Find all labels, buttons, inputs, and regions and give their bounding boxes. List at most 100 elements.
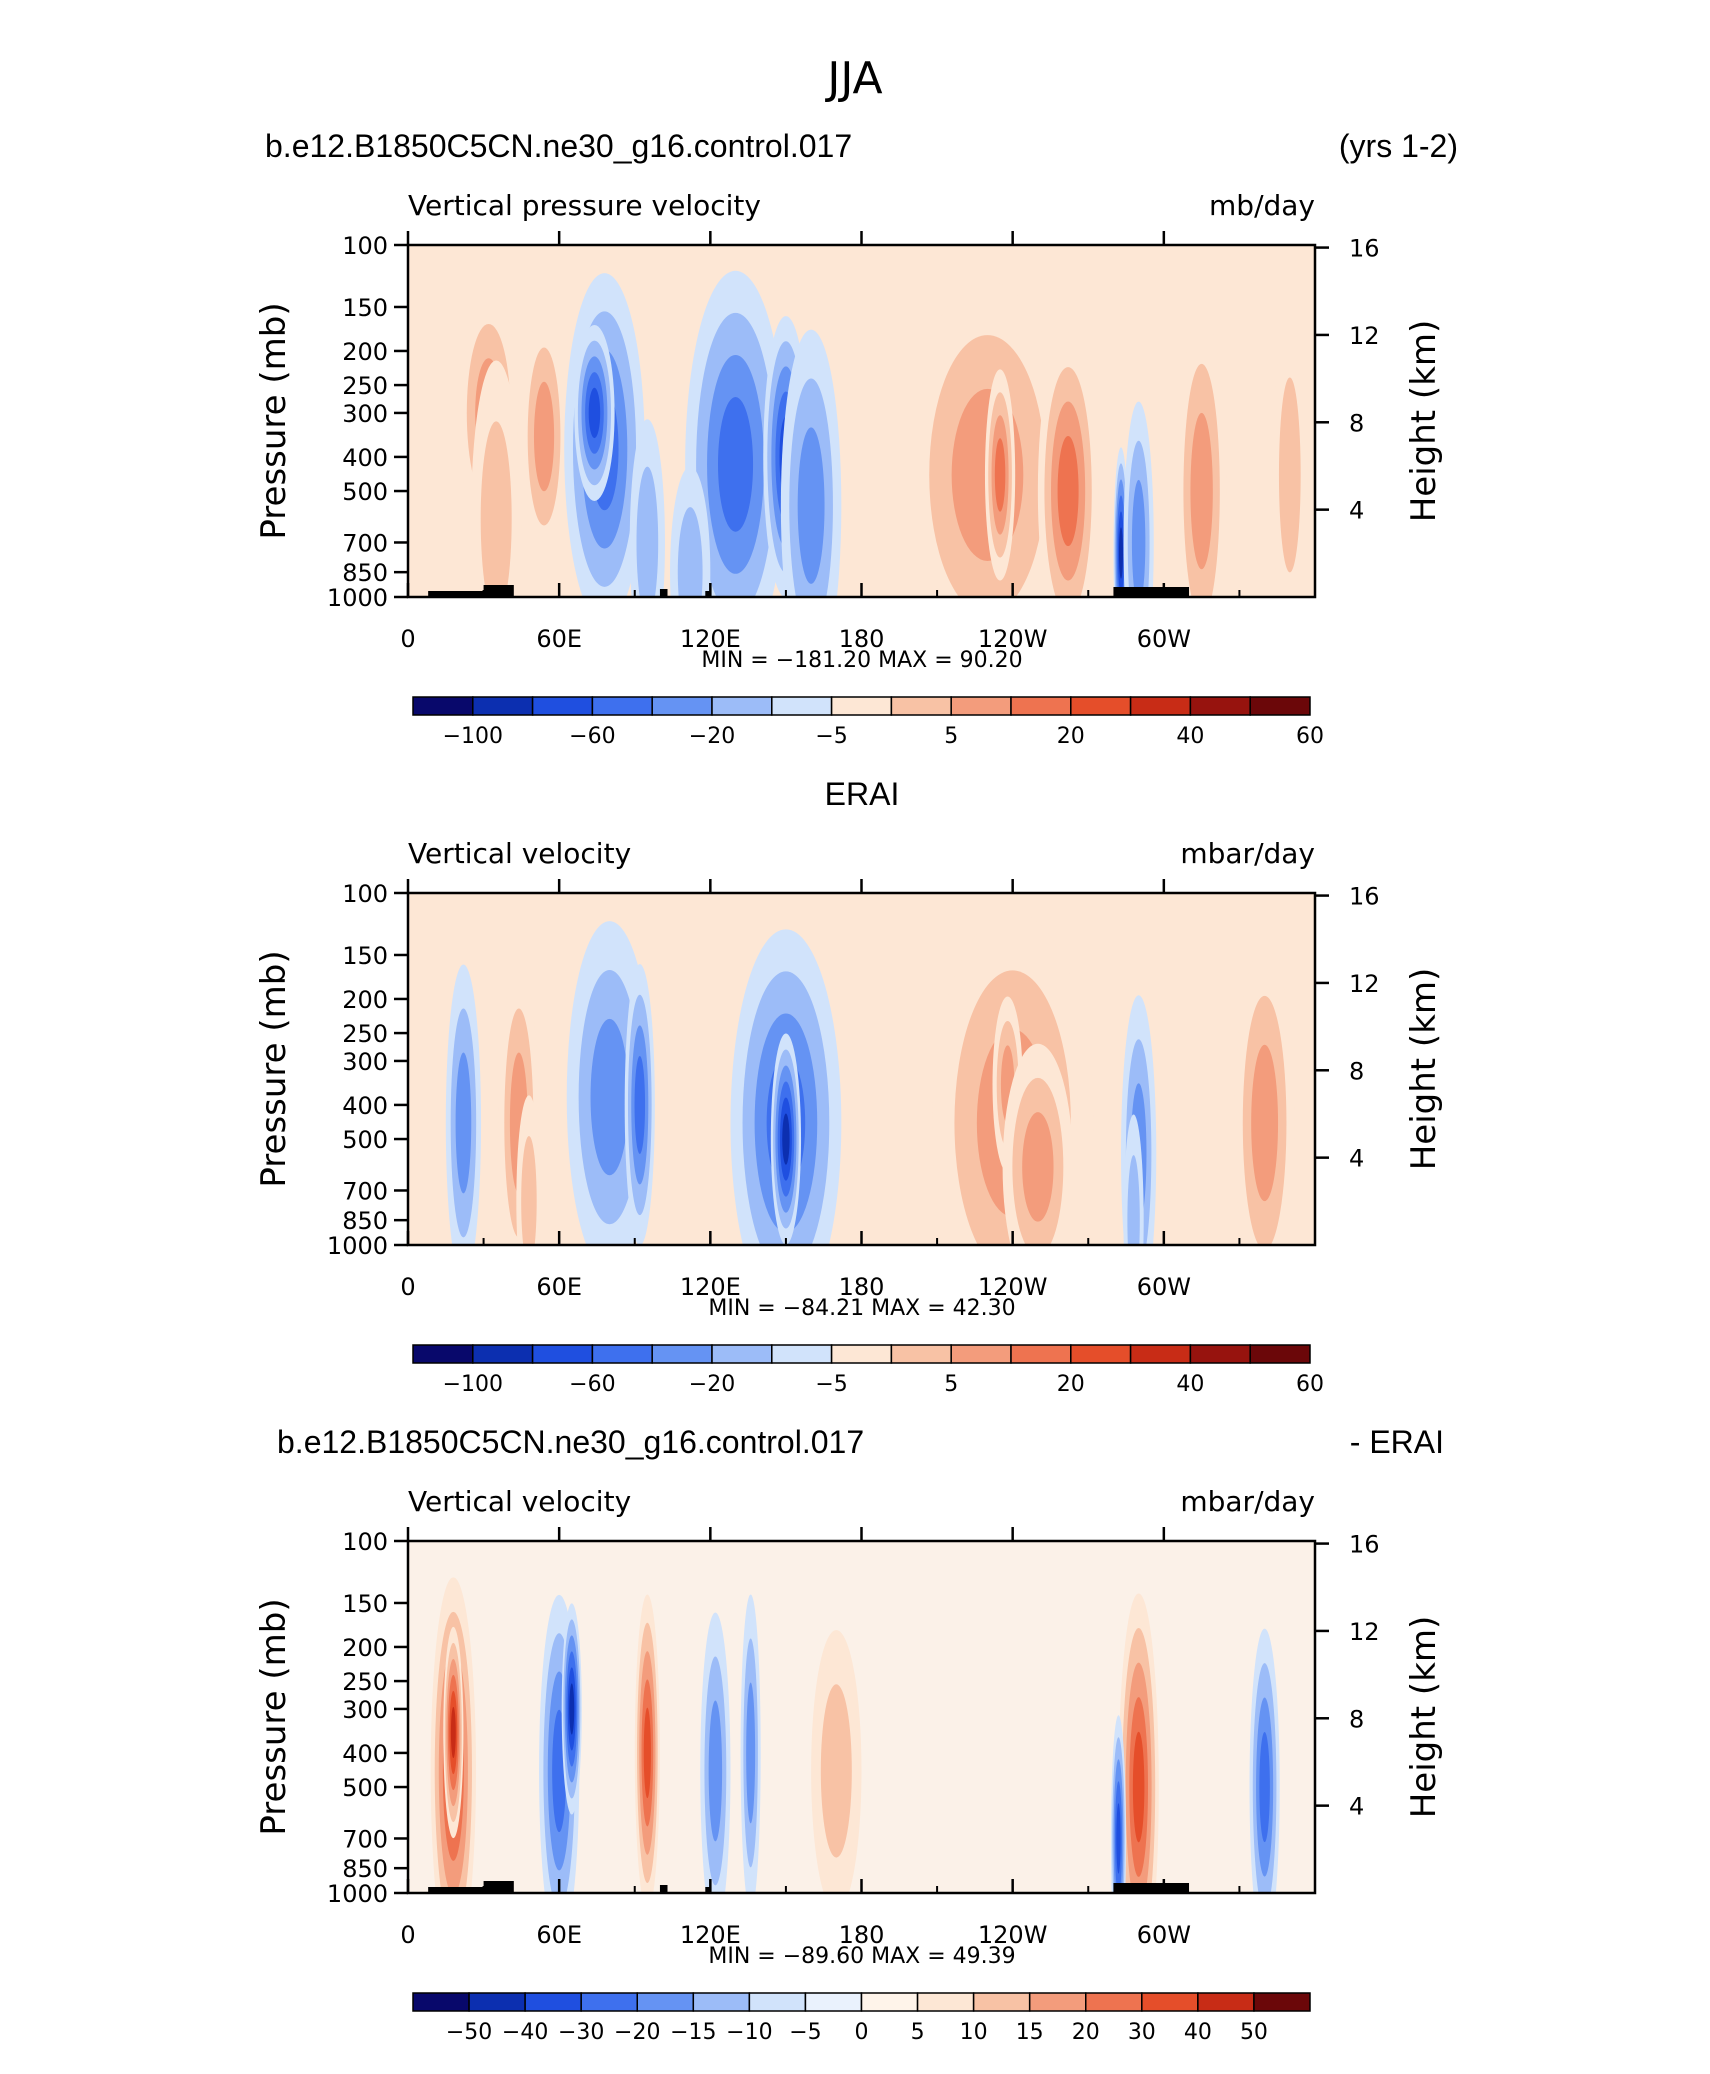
colorbar-box [524, 1992, 582, 2012]
colorbar-box [804, 1992, 863, 2012]
colorbar-box [1249, 696, 1311, 716]
y-tick-label: 700 [342, 1825, 388, 1853]
colorbar-box [916, 1992, 975, 2012]
contour-feature [1190, 412, 1213, 570]
colorbar-box [412, 696, 474, 716]
x-tick-label: 180 [839, 1921, 885, 1949]
colorbar-box [636, 1992, 695, 2012]
contour-feature [1251, 1044, 1279, 1202]
colorbar-box [412, 1992, 470, 2012]
contour-feature [708, 1700, 723, 1842]
colorbar-label: 60 [1296, 1372, 1324, 1397]
x-tick-label: 0 [400, 1273, 415, 1301]
colorbar-box [531, 696, 594, 716]
x-tick-label: 0 [400, 625, 415, 653]
colorbar-label: 40 [1176, 1372, 1204, 1397]
colorbar-box [860, 1992, 919, 2012]
x-tick-label: 0 [400, 1921, 415, 1949]
colorbar-box [1028, 1992, 1087, 2012]
colorbar-label: 5 [944, 1372, 958, 1397]
colorbar-label: 50 [1240, 2020, 1268, 2045]
x-tick-label: 60E [536, 625, 582, 653]
topography [428, 1887, 497, 1893]
colorbar-label: 40 [1176, 724, 1204, 749]
colorbar-label: 20 [1057, 724, 1085, 749]
y-axis-label: Pressure (mb) [254, 302, 294, 539]
colorbar-box [890, 1344, 952, 1364]
y-tick-label: 300 [342, 400, 388, 428]
colorbar-label: 40 [1184, 2020, 1212, 2045]
colorbar-box [1010, 1344, 1072, 1364]
x-tick-label: 60E [536, 1273, 582, 1301]
topography [659, 589, 668, 597]
colorbar-box [1189, 1344, 1251, 1364]
colorbar-label: 5 [911, 2020, 925, 2045]
contour-feature [1119, 527, 1124, 579]
contour-feature [588, 387, 601, 439]
colorbar-box [651, 696, 713, 716]
contour-feature [480, 421, 512, 597]
y-tick-label: 150 [342, 942, 388, 970]
topography [705, 591, 711, 597]
y-tick-label: 300 [342, 1696, 388, 1724]
colorbar-box [972, 1992, 1031, 2012]
contour-feature [1259, 1731, 1270, 1843]
y-right-tick-label: 8 [1349, 409, 1364, 437]
colorbar-box [1129, 696, 1192, 716]
variable-label: Vertical velocity [408, 1485, 631, 1518]
contour-feature [590, 1018, 629, 1176]
colorbar-label: −40 [502, 2020, 548, 2045]
y-tick-label: 850 [342, 1207, 388, 1235]
colorbar-box [472, 696, 534, 716]
contour-feature [569, 1683, 575, 1735]
colorbar-box [651, 1344, 713, 1364]
y-right-axis-label: Height (km) [1404, 320, 1444, 523]
x-tick-label: 60W [1137, 625, 1191, 653]
y-tick-label: 400 [342, 444, 388, 472]
x-tick-label: 120W [978, 625, 1048, 653]
colorbar-box [591, 696, 653, 716]
contour-feature [1116, 1803, 1121, 1874]
panel-3: b.e12.B1850C5CN.ne30_g16.control.017 - ER… [254, 1424, 1444, 2045]
colorbar-label: −100 [443, 1372, 503, 1397]
colorbar-box [890, 696, 952, 716]
colorbar-box [950, 1344, 1012, 1364]
colorbar-label: −20 [614, 2020, 660, 2045]
colorbar-box [1253, 1992, 1311, 2012]
y-right-axis-label: Height (km) [1404, 1616, 1444, 1819]
colorbar-label: 20 [1057, 1372, 1085, 1397]
y-tick-label: 150 [342, 1590, 388, 1618]
colorbar-label: 60 [1296, 724, 1324, 749]
colorbar-label: −50 [446, 2020, 492, 2045]
x-tick-label: 120E [680, 1921, 741, 1949]
min-max-text: MIN = −84.21 MAX = 42.30 [708, 1296, 1015, 1321]
y-tick-label: 200 [342, 1634, 388, 1662]
colorbar-box [412, 1344, 474, 1364]
y-right-tick-label: 4 [1349, 497, 1364, 525]
contour-feature [1022, 1112, 1054, 1222]
topography [1113, 587, 1190, 597]
y-tick-label: 400 [342, 1740, 388, 1768]
colorbar-box [711, 1344, 773, 1364]
units-label: mb/day [1209, 189, 1315, 222]
colorbar-box [580, 1992, 638, 2012]
contour-feature [994, 438, 1006, 512]
topography [659, 1885, 668, 1893]
x-tick-label: 60W [1137, 1921, 1191, 1949]
y-tick-label: 150 [342, 294, 388, 322]
colorbar-label: −5 [815, 1372, 847, 1397]
field-band [408, 893, 1315, 1245]
y-right-tick-label: 16 [1349, 235, 1380, 263]
colorbar-label: 10 [960, 2020, 988, 2045]
x-tick-label: 120E [680, 625, 741, 653]
colorbar-box [1070, 1344, 1132, 1364]
min-max-text: MIN = −89.60 MAX = 49.39 [708, 1944, 1015, 1969]
contour-feature [820, 1684, 852, 1858]
colorbar-label: −20 [689, 1372, 735, 1397]
colorbar-label: −10 [726, 2020, 772, 2045]
min-max-text: MIN = −181.20 MAX = 90.20 [701, 648, 1022, 673]
y-tick-label: 200 [342, 338, 388, 366]
panel-left-title: b.e12.B1850C5CN.ne30_g16.control.017 [265, 128, 852, 164]
contour-feature [1132, 1731, 1145, 1843]
